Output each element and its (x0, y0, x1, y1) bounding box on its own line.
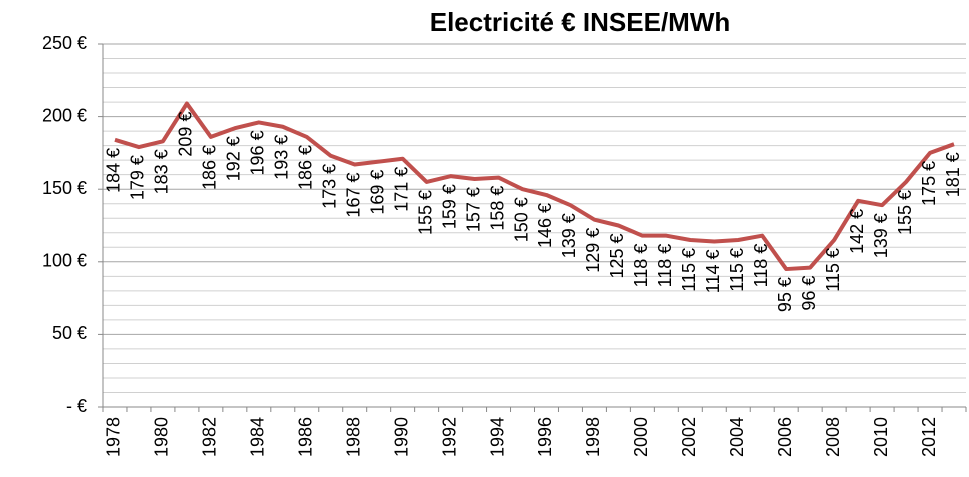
data-label: 142 € (847, 209, 867, 254)
y-tick-label: 250 € (42, 33, 87, 53)
data-label: 209 € (176, 112, 196, 157)
data-label: 139 € (871, 213, 891, 258)
data-label: 115 € (823, 248, 843, 292)
data-label: 159 € (439, 184, 459, 229)
x-tick-label: 1982 (200, 417, 220, 457)
data-label: 118 € (751, 244, 771, 288)
x-tick-label: 1980 (152, 417, 172, 457)
x-tick-label: 2008 (823, 417, 843, 457)
x-tick-label: 2002 (679, 417, 699, 457)
data-label: 95 € (775, 277, 795, 312)
x-tick-label: 1990 (391, 417, 411, 457)
data-label: 184 € (104, 148, 124, 193)
x-tick-label: 1998 (583, 417, 603, 457)
y-tick-label: 100 € (42, 251, 87, 271)
data-label: 125 € (607, 234, 627, 279)
data-label: 175 € (919, 161, 939, 206)
data-label: 167 € (343, 173, 363, 218)
x-tick-label: 1986 (296, 417, 316, 457)
data-label: 118 € (655, 244, 675, 288)
x-tick-label: 1996 (535, 417, 555, 457)
data-label: 139 € (559, 213, 579, 258)
chart-title: Electricité € INSEE/MWh (430, 7, 731, 37)
x-tick-label: 1988 (343, 417, 363, 457)
x-tick-label: 2012 (919, 417, 939, 457)
x-tick-label: 1984 (248, 417, 268, 457)
data-label: 158 € (487, 186, 507, 231)
x-tick-label: 2006 (775, 417, 795, 457)
data-label: 155 € (415, 190, 435, 235)
y-tick-label: 200 € (42, 105, 87, 125)
data-label: 114 € (703, 249, 723, 293)
data-label: 192 € (224, 136, 244, 181)
data-label: 129 € (583, 228, 603, 273)
data-label: 169 € (367, 170, 387, 215)
data-label: 115 € (679, 248, 699, 292)
data-label: 173 € (319, 164, 339, 209)
data-label: 171 € (391, 167, 411, 212)
y-tick-label: 150 € (42, 178, 87, 198)
data-label: 179 € (128, 155, 148, 200)
y-tick-label: 50 € (52, 323, 87, 343)
data-label: 118 € (631, 244, 651, 288)
data-label: 115 € (727, 248, 747, 292)
data-label: 196 € (248, 130, 268, 175)
data-label: 157 € (463, 187, 483, 232)
x-tick-label: 2010 (871, 417, 891, 457)
x-tick-label: 1994 (487, 417, 507, 457)
data-label: 186 € (296, 145, 316, 190)
x-tick-label: 2004 (727, 417, 747, 457)
data-label: 155 € (895, 190, 915, 235)
data-label: 150 € (511, 197, 531, 242)
data-label: 186 € (200, 145, 220, 190)
y-tick-label: - € (66, 396, 87, 416)
data-label: 96 € (799, 276, 819, 311)
data-label: 181 € (943, 152, 963, 197)
line (114, 101, 955, 272)
data-label: 146 € (535, 203, 555, 248)
data-label: 193 € (272, 135, 292, 180)
x-tick-label: 1978 (104, 417, 124, 457)
x-tick-label: 1992 (439, 417, 459, 457)
x-tick-label: 2000 (631, 417, 651, 457)
data-label: 183 € (152, 149, 172, 194)
